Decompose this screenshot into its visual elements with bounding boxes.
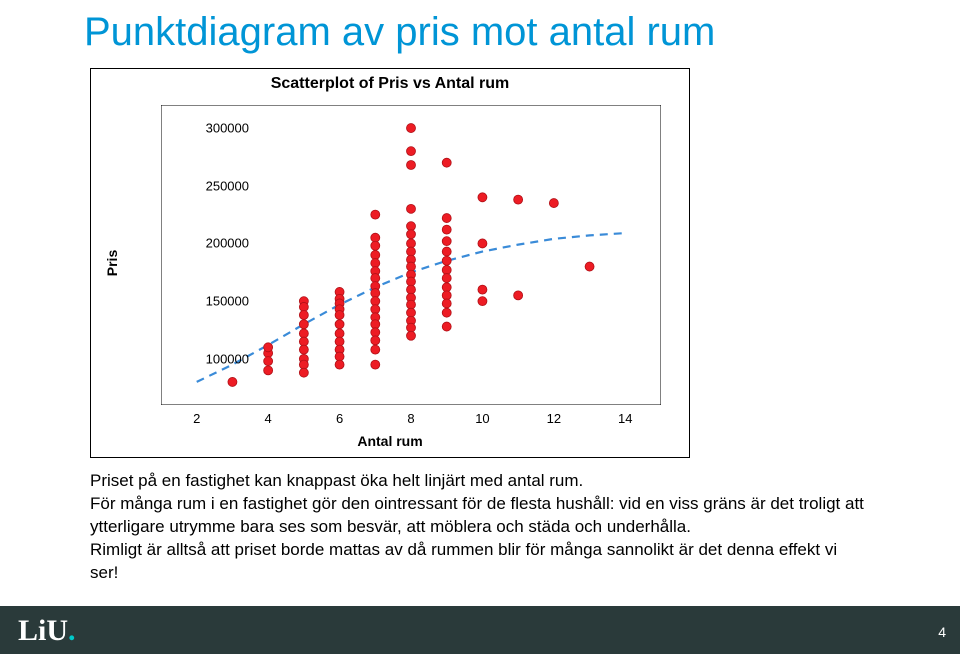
page-title: Punktdiagram av pris mot antal rum xyxy=(84,10,715,55)
paragraph-3: Rimligt är alltså att priset borde matta… xyxy=(90,539,870,585)
page-number: 4 xyxy=(938,624,946,640)
y-tick: 250000 xyxy=(206,178,249,193)
x-tick: 12 xyxy=(547,411,561,426)
x-tick: 4 xyxy=(265,411,272,426)
paragraph-1: Priset på en fastighet kan knappast öka … xyxy=(90,470,870,493)
y-tick: 150000 xyxy=(206,294,249,309)
y-tick: 100000 xyxy=(206,351,249,366)
y-tick: 300000 xyxy=(206,121,249,136)
x-tick: 8 xyxy=(407,411,414,426)
slide: Punktdiagram av pris mot antal rum Scatt… xyxy=(0,0,960,654)
x-tick: 10 xyxy=(475,411,489,426)
x-axis-label: Antal rum xyxy=(357,433,422,449)
footer-bar: LiU. 4 xyxy=(0,606,960,654)
logo-text: LiU xyxy=(18,614,68,647)
y-tick: 200000 xyxy=(206,236,249,251)
scatter-chart: Scatterplot of Pris vs Antal rum Pris An… xyxy=(90,68,690,458)
y-axis-label: Pris xyxy=(104,250,120,276)
logo: LiU. xyxy=(18,614,76,648)
x-tick: 6 xyxy=(336,411,343,426)
body-text: Priset på en fastighet kan knappast öka … xyxy=(90,470,870,585)
x-tick: 2 xyxy=(193,411,200,426)
x-tick: 14 xyxy=(618,411,632,426)
paragraph-2: För många rum i en fastighet gör den oin… xyxy=(90,493,870,539)
chart-title: Scatterplot of Pris vs Antal rum xyxy=(91,75,689,93)
logo-dot-icon: . xyxy=(68,614,76,647)
